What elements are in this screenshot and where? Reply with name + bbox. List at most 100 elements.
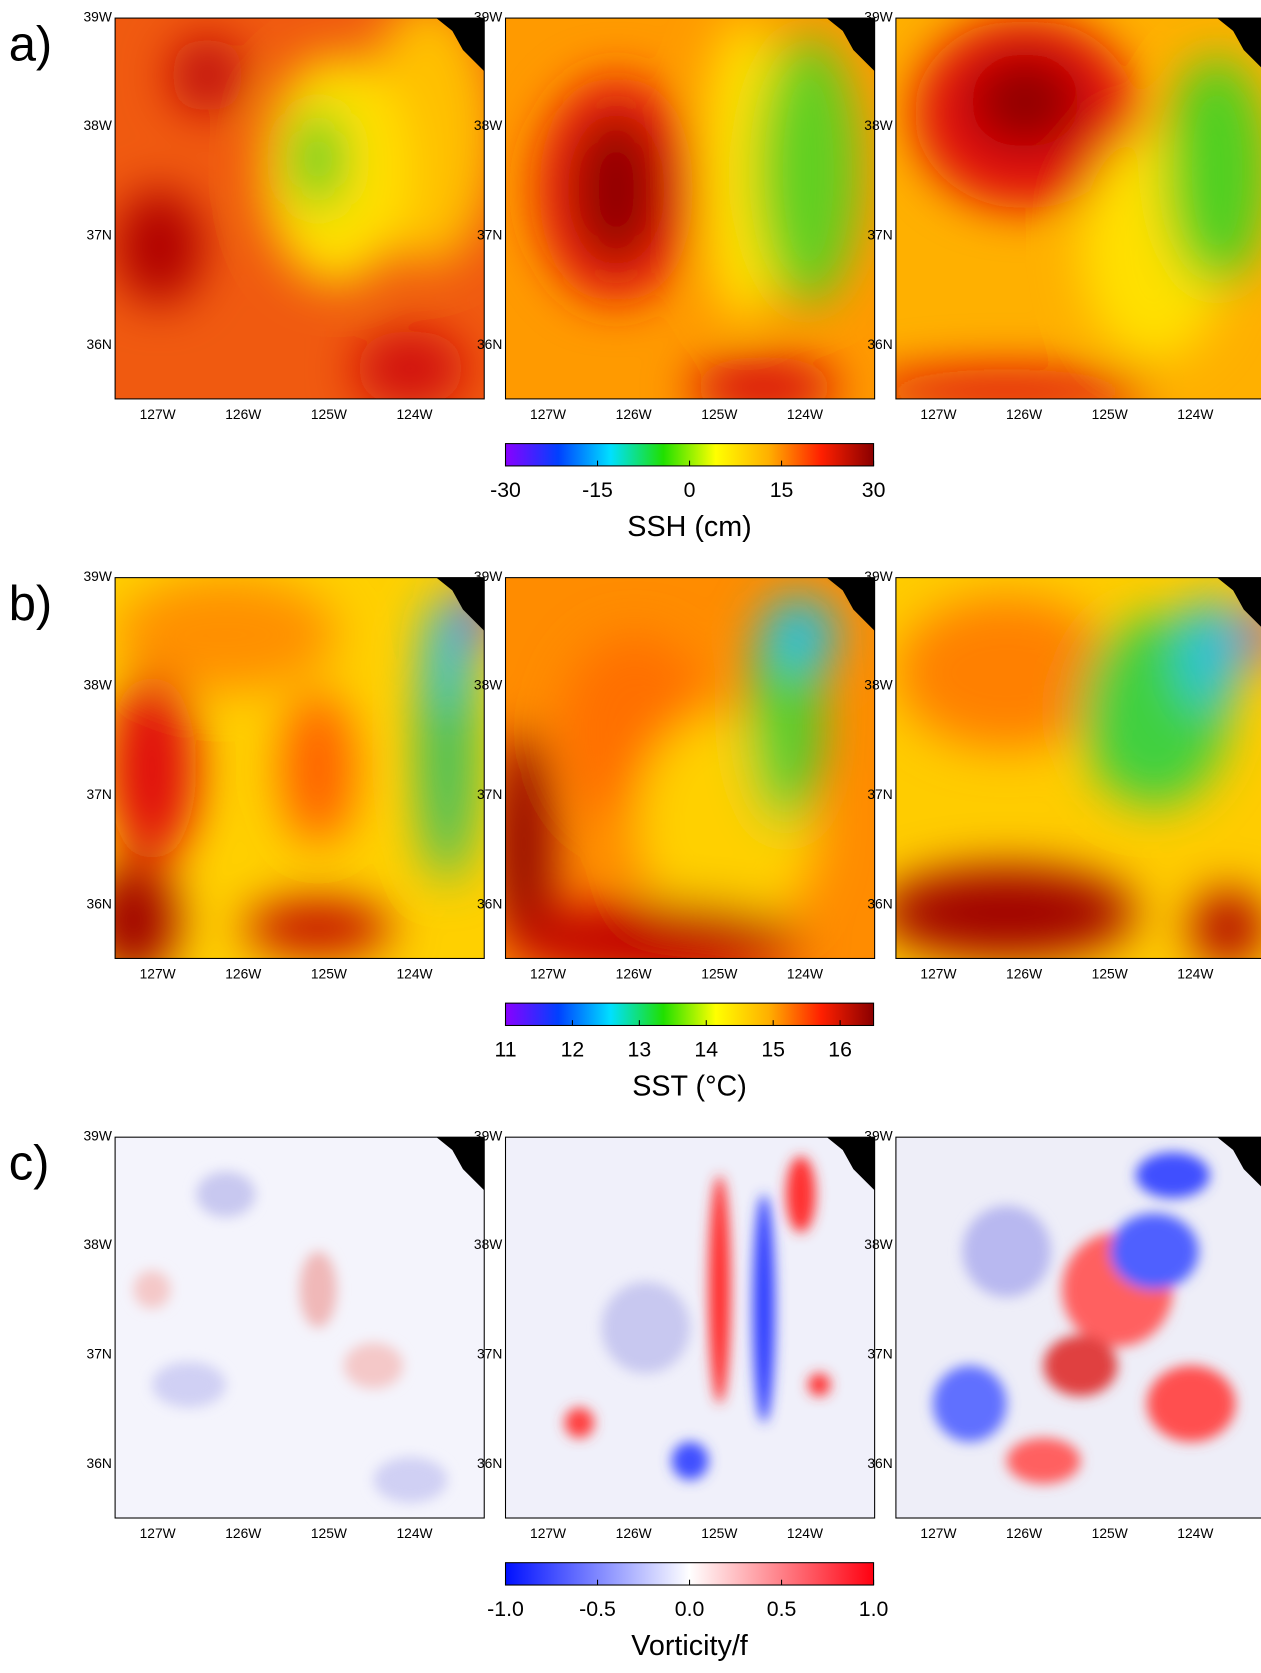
map-feature — [895, 368, 1155, 399]
lon-tick-label: 126W — [616, 406, 652, 422]
lon-tick-label: 127W — [920, 1525, 956, 1541]
land — [1217, 18, 1261, 68]
map-feature — [1191, 889, 1261, 959]
map-feature — [343, 1342, 404, 1389]
row-label: c) — [9, 1137, 50, 1191]
map-feature — [115, 577, 337, 692]
row-label: a) — [9, 18, 53, 72]
colorbar — [504, 1002, 875, 1027]
map-frame — [504, 1136, 876, 1519]
lon-tick-label: 126W — [1006, 966, 1042, 982]
map-frame — [504, 577, 876, 959]
lat-tick-label: 39W — [864, 1127, 892, 1143]
lon-tick-label: 124W — [1177, 1525, 1213, 1541]
lat-tick-label: 37N — [867, 786, 892, 802]
map-feature — [895, 596, 1118, 750]
lon-tick-label: 125W — [701, 966, 737, 982]
colorbar-tick-label: 0 — [684, 478, 696, 502]
lon-tick-label: 125W — [311, 966, 347, 982]
colorbar-tick-label: 16 — [828, 1037, 852, 1061]
map-feature — [1135, 1152, 1210, 1199]
lat-tick-label: 39W — [474, 568, 502, 584]
map-feature — [281, 691, 356, 845]
lon-tick-label: 125W — [311, 406, 347, 422]
map-field — [505, 596, 838, 959]
lon-tick-label: 127W — [140, 966, 176, 982]
lat-tick-label: 39W — [474, 1127, 502, 1143]
map-feature — [601, 1281, 691, 1374]
map-feature — [969, 56, 1081, 148]
lat-tick-label: 38W — [84, 117, 112, 133]
lon-tick-label: 124W — [397, 1525, 433, 1541]
map-panel — [115, 1137, 485, 1519]
colorbar-tick-label: 15 — [761, 1037, 785, 1061]
lon-tick-label: 124W — [787, 406, 823, 422]
lon-tick-label: 127W — [920, 966, 956, 982]
lat-tick-label: 39W — [474, 8, 502, 24]
map-feature — [292, 109, 344, 209]
colorbar-tick-label: 30 — [862, 478, 886, 502]
lat-tick-label: 36N — [87, 1455, 112, 1471]
land — [436, 18, 485, 72]
map-frame — [114, 577, 485, 959]
map-feature — [152, 1361, 226, 1408]
map-feature — [170, 37, 245, 114]
lon-tick-label: 126W — [225, 966, 261, 982]
map-field — [895, 18, 1261, 399]
map-feature — [1043, 1335, 1118, 1397]
land — [826, 18, 875, 72]
lon-tick-label: 127W — [530, 1525, 566, 1541]
map-feature — [1165, 56, 1261, 285]
lon-tick-label: 127W — [140, 1525, 176, 1541]
map-panel — [895, 577, 1261, 959]
land — [1217, 577, 1261, 627]
lat-tick-label: 36N — [477, 895, 502, 911]
lat-tick-label: 36N — [87, 336, 112, 352]
map-feature — [786, 1156, 816, 1233]
lat-tick-label: 37N — [87, 1345, 112, 1361]
map-feature — [115, 672, 197, 864]
map-feature — [115, 863, 178, 959]
lat-tick-label: 37N — [477, 786, 502, 802]
colorbar-label: SST (°C) — [632, 1071, 747, 1103]
map-field — [895, 596, 1261, 959]
land — [436, 1137, 485, 1191]
colorbar-tick-label: 14 — [694, 1037, 718, 1061]
map-feature — [1110, 1213, 1199, 1290]
map-feature — [1180, 596, 1240, 711]
map-feature — [564, 1407, 595, 1439]
lon-tick-label: 126W — [616, 966, 652, 982]
lat-tick-label: 37N — [87, 786, 112, 802]
lat-tick-label: 38W — [864, 117, 892, 133]
map-feature — [1006, 1438, 1081, 1484]
lat-tick-label: 39W — [84, 1127, 112, 1143]
lon-tick-label: 125W — [701, 406, 737, 422]
land — [826, 1137, 875, 1191]
lat-tick-label: 37N — [867, 226, 892, 242]
map-feature — [1146, 1365, 1236, 1442]
lon-tick-label: 125W — [311, 1525, 347, 1541]
colorbar-tick-label: 0.5 — [767, 1597, 797, 1621]
lat-tick-label: 38W — [864, 676, 892, 692]
row-label: b) — [9, 577, 53, 631]
lat-tick-label: 38W — [474, 1236, 502, 1252]
lat-tick-label: 37N — [867, 1345, 892, 1361]
colorbar-tick-label: -15 — [582, 478, 613, 502]
map-field — [133, 1171, 448, 1503]
map-frame — [895, 17, 1261, 400]
map-feature — [133, 1270, 171, 1309]
map-field — [535, 18, 860, 399]
map-feature — [756, 37, 860, 304]
map-panel — [505, 18, 875, 399]
map-panel — [115, 577, 485, 959]
lat-tick-label: 38W — [84, 676, 112, 692]
map-frame — [895, 577, 1261, 959]
lon-tick-label: 125W — [1092, 1525, 1128, 1541]
map-feature — [895, 867, 1136, 959]
map-feature — [708, 1175, 731, 1404]
map-field — [932, 1152, 1236, 1484]
lat-tick-label: 38W — [864, 1236, 892, 1252]
map-panel — [505, 1137, 875, 1519]
lon-tick-label: 126W — [225, 406, 261, 422]
